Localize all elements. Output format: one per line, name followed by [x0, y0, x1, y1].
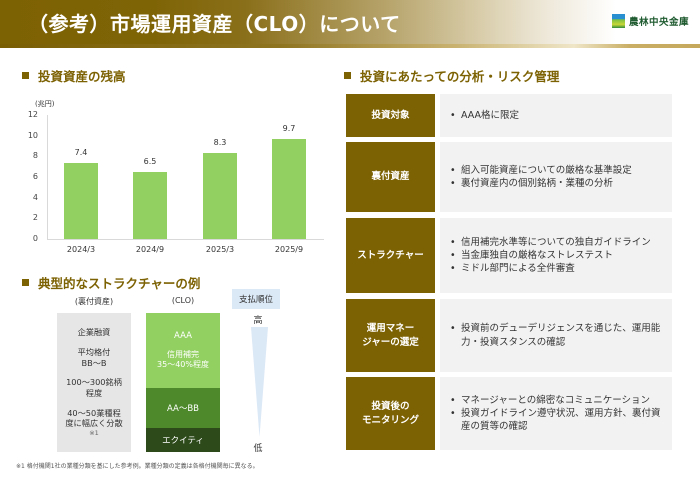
bullet-item: 組入可能資産についての厳格な基準設定: [450, 164, 662, 178]
x-tick-label: 2025/9: [274, 245, 304, 254]
risk-description: 信用補完水準等についての独自ガイドライン当金庫独自の厳格なストレステストミドル部…: [440, 218, 672, 293]
y-axis-unit: (兆円): [35, 100, 55, 108]
underlying-assets-box: 企業融資平均格付 BB～B 100～300銘柄 程度 40～50業種程 度に幅広く分散 ※1: [57, 313, 131, 452]
bullet-item: 裏付資産内の個別銘柄・業種の分析: [450, 177, 662, 191]
bullet-item: 当金庫独自の厳格なストレステスト: [450, 249, 662, 263]
chart-bar: [133, 171, 167, 239]
logo-icon: [612, 14, 625, 28]
bullet-item: 投資ガイドライン遵守状況、運用方針、裏付資産の質等の確認: [450, 407, 662, 434]
underlying-item: 平均格付 BB～B: [77, 347, 111, 368]
x-tick-label: 2024/3: [66, 245, 96, 254]
header-bar: [0, 0, 700, 44]
company-logo: 農林中央金庫: [612, 14, 689, 28]
square-bullet-icon: [22, 279, 29, 286]
underlying-item: 企業融資: [77, 327, 111, 338]
tranche-mezzanine-label: AA～BB: [166, 404, 200, 414]
tranche-equity: エクイティ: [146, 428, 220, 452]
risk-description: AAA格に限定: [440, 94, 672, 137]
tranche-mezzanine: AA～BB: [146, 388, 220, 428]
risk-description: 組入可能資産についての厳格な基準設定裏付資産内の個別銘柄・業種の分析: [440, 142, 672, 212]
priority-high-label: 高: [253, 316, 263, 326]
y-tick-label: 4: [32, 192, 38, 202]
section-title-risk: 投資にあたっての分析・リスク管理: [344, 66, 559, 85]
y-tick-label: 12: [27, 110, 38, 119]
priority-triangle-icon: [251, 327, 268, 437]
risk-category-label: ストラクチャー: [346, 218, 435, 293]
tranche-equity-label: エクイティ: [162, 436, 204, 446]
risk-table-row: ストラクチャー信用補完水準等についての独自ガイドライン当金庫独自の厳格なストレス…: [346, 218, 672, 293]
x-tick-label: 2024/9: [135, 245, 165, 254]
section-title-structure: 典型的なストラクチャーの例: [22, 273, 200, 292]
credit-enhancement-note: 信用補完 35～40%程度: [157, 349, 209, 369]
chart-bar: [203, 153, 237, 239]
risk-table-row: 投資後のモニタリングマネージャーとの綿密なコミュニケーション投資ガイドライン遵守…: [346, 377, 672, 450]
header-divider: [0, 44, 700, 48]
bar-value-label: 7.4: [74, 147, 88, 157]
risk-table-row: 投資対象 AAA格に限定: [346, 94, 672, 137]
y-axis-line: [47, 115, 48, 239]
bullet-item: 信用補完水準等についての独自ガイドライン: [450, 236, 662, 250]
bullet-item: ミドル部門による全件審査: [450, 262, 662, 276]
section-title-text: 投資資産の残高: [38, 69, 126, 84]
tranche-aaa: AAA 信用補完 35～40%程度: [146, 313, 220, 388]
bar-value-label: 6.5: [143, 156, 157, 166]
risk-category-label: 裏付資産: [346, 142, 435, 212]
underlying-column-header: (裏付資産): [74, 297, 114, 306]
risk-table-row: 裏付資産組入可能資産についての厳格な基準設定裏付資産内の個別銘柄・業種の分析: [346, 142, 672, 212]
bar-value-label: 9.7: [282, 123, 296, 133]
risk-description: 投資前のデューデリジェンスを通じた、運用能力・投資スタンスの確認: [440, 299, 672, 372]
y-tick-label: 10: [27, 130, 38, 140]
y-tick-label: 6: [32, 172, 38, 181]
risk-category-label: 投資後の モニタリング: [346, 377, 435, 450]
clo-tranche-stack: AAA 信用補完 35～40%程度 AA～BB エクイティ: [146, 313, 220, 452]
balance-bar-chart: (兆円) 12 10 8 6 4 2 0 7.4 2024/3 6.5 2024/9 8.3 2025/…: [0, 95, 330, 260]
risk-category-label: 投資対象: [346, 94, 435, 137]
risk-table-row: 運用マネージャーの選定投資前のデューデリジェンスを通じた、運用能力・投資スタンス…: [346, 299, 672, 372]
footnote: ※1 格付機関1社の業種分類を基にした参考例。業種分類の定義は各格付機関毎に異な…: [16, 463, 259, 470]
square-bullet-icon: [22, 72, 29, 79]
bar-value-label: 8.3: [213, 138, 227, 148]
bullet-item: 投資前のデューデリジェンスを通じた、運用能力・投資スタンスの確認: [450, 322, 662, 349]
logo-text: 農林中央金庫: [629, 17, 690, 28]
bullet-item: マネージャーとの綿密なコミュニケーション: [450, 394, 662, 408]
chart-bar: [272, 138, 306, 239]
page-title: （参考）市場運用資産（CLO）について: [28, 12, 401, 36]
bullet-item: AAA格に限定: [450, 109, 662, 123]
y-tick-label: 2: [32, 213, 38, 223]
y-tick-label: 8: [32, 151, 38, 161]
risk-category-label: 運用マネー ジャーの選定: [346, 299, 435, 372]
priority-low-label: 低: [253, 444, 263, 454]
underlying-item: 100～300銘柄 程度: [66, 377, 122, 399]
underlying-item: 40～50業種程 度に幅広く分散 ※1: [65, 407, 123, 438]
tranche-aaa-label: AAA: [174, 330, 192, 341]
section-title-text: 投資にあたっての分析・リスク管理: [360, 69, 560, 84]
footnote-marker: ※1: [89, 429, 99, 438]
clo-column-header: (CLO): [171, 296, 195, 305]
x-axis-line: [47, 239, 324, 240]
y-tick-label: 0: [32, 234, 38, 243]
payment-priority-label: 支払順位: [232, 289, 280, 309]
section-title-text: 典型的なストラクチャーの例: [38, 276, 201, 291]
section-title-balance: 投資資産の残高: [22, 66, 126, 85]
x-tick-label: 2025/3: [205, 245, 235, 254]
square-bullet-icon: [344, 72, 351, 79]
risk-description: マネージャーとの綿密なコミュニケーション投資ガイドライン遵守状況、運用方針、裏付…: [440, 377, 672, 450]
chart-bar: [64, 162, 98, 239]
